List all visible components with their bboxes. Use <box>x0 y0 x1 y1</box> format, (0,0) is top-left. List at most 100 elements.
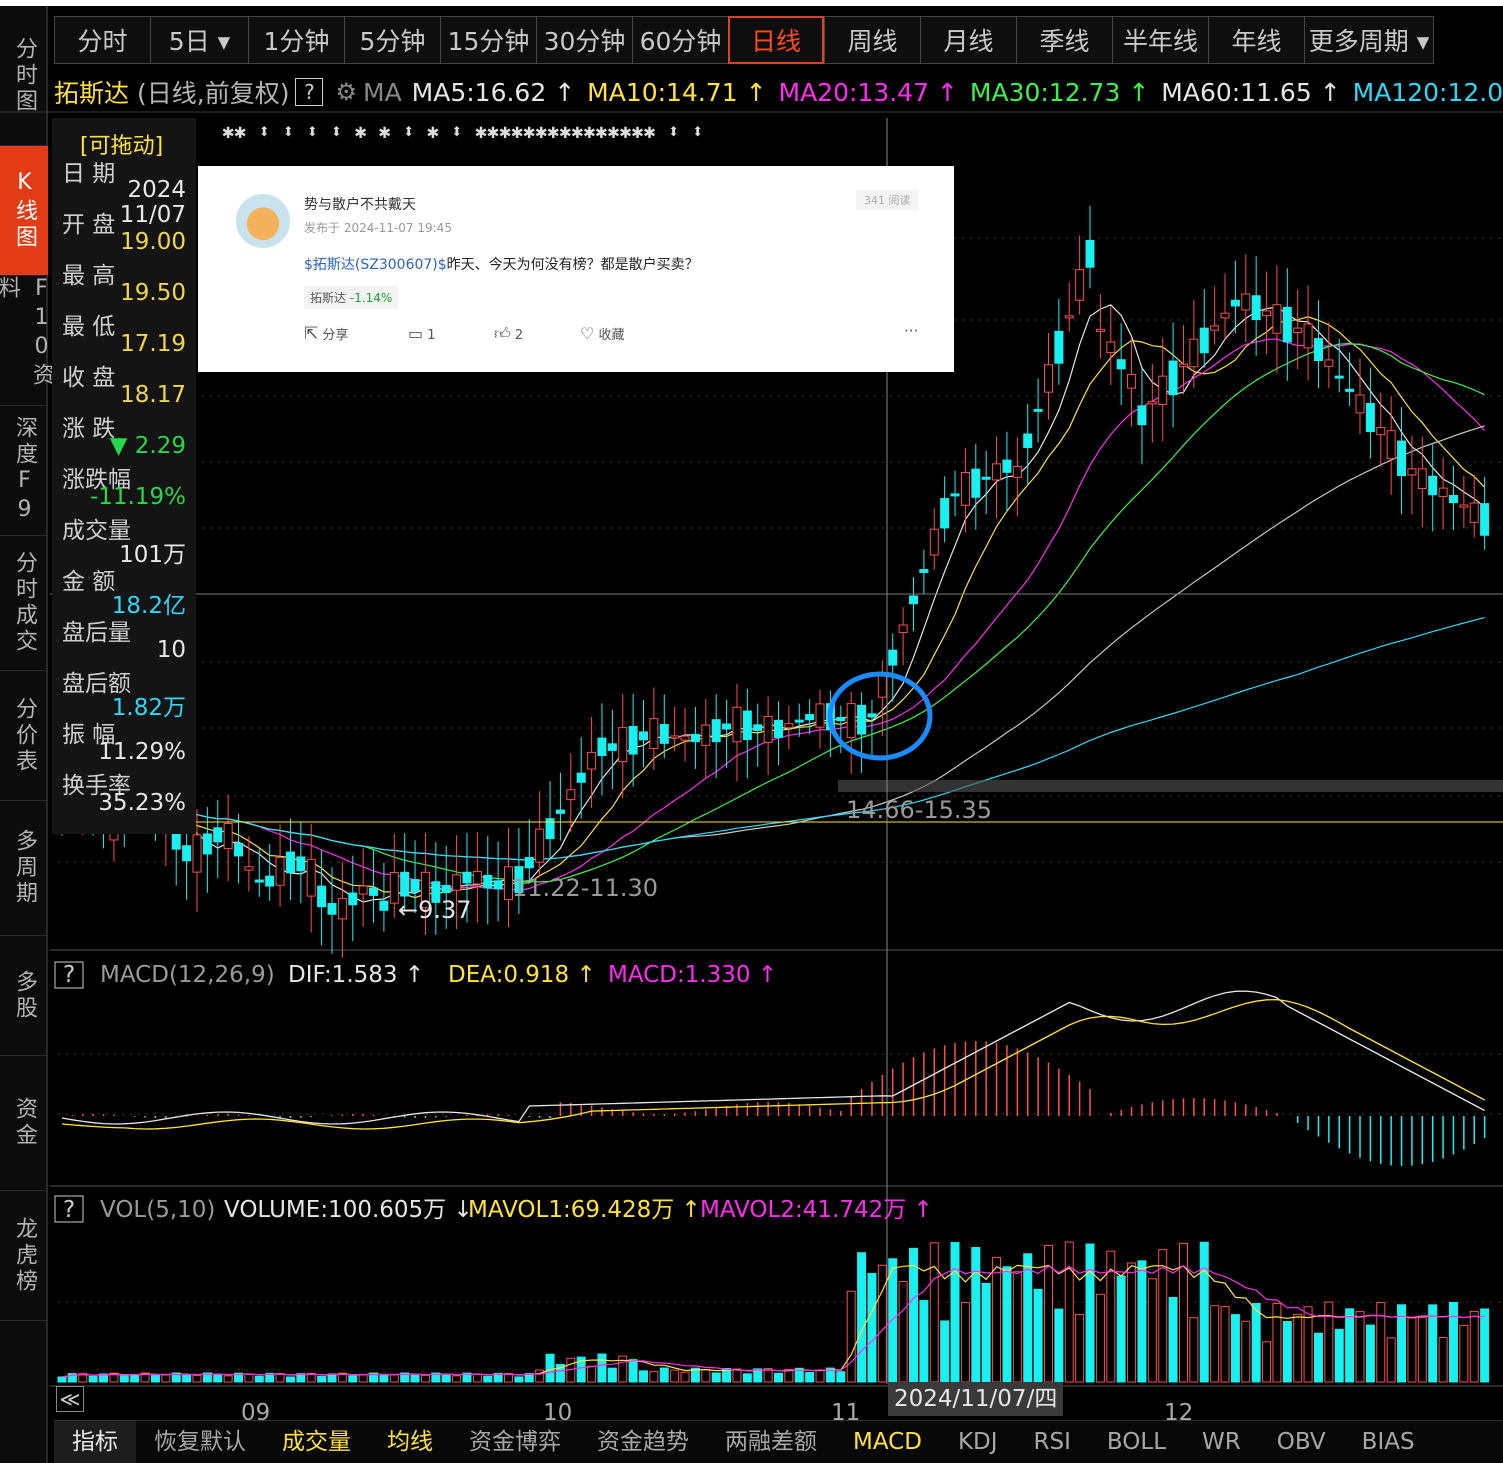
post-popup[interactable]: 势与散户不共戴天 发布于 2024-11-07 19:45 341 阅读 $拓斯… <box>198 166 954 372</box>
volume-bar <box>337 1372 347 1383</box>
avatar[interactable] <box>236 194 290 248</box>
indicator-tab-12[interactable]: OBV <box>1276 1428 1326 1455</box>
indicator-tab-2[interactable]: 成交量 <box>282 1428 351 1455</box>
scroll-left-button[interactable]: ≪ <box>56 1386 84 1412</box>
volume-bar <box>1168 1296 1178 1383</box>
indicator-tab-5[interactable]: 资金趋势 <box>597 1428 689 1455</box>
chart-canvas[interactable]: ✱✱ ⬍ ⬍ ⬍ ⬍ ✱ ✱ ⬍ ✱ ⬍ ✱✱✱✱✱✱✱✱✱✱✱✱✱✱✱ ⬍ ⬍… <box>0 6 1503 1463</box>
candle-body <box>1355 394 1365 414</box>
volume-bar <box>1189 1317 1199 1383</box>
indicator-tab-4[interactable]: 资金博弈 <box>469 1428 561 1455</box>
candle-body <box>690 733 700 743</box>
volume-bar <box>1106 1250 1116 1383</box>
candle-body <box>794 719 804 723</box>
favorite-button[interactable]: ♡ 收藏 <box>580 324 625 343</box>
indicator-tab-11[interactable]: WR <box>1202 1428 1241 1455</box>
period-tab-6[interactable]: 60分钟 <box>632 16 728 64</box>
left-tab-3[interactable]: 深度F9 <box>0 406 48 536</box>
volume-bar <box>1303 1306 1313 1383</box>
volume-bar <box>140 1372 150 1383</box>
post-author[interactable]: 势与散户不共戴天 <box>304 197 416 213</box>
ma-item-3: MA30:12.73 ↑ <box>969 77 1150 107</box>
period-tab-7[interactable]: 日线 <box>728 16 824 64</box>
left-tab-4[interactable]: 分时成交 <box>0 536 48 671</box>
left-tab-8[interactable]: 资金 <box>0 1056 48 1191</box>
left-tab-9[interactable]: 龙虎榜 <box>0 1191 48 1321</box>
tag-change: -1.14% <box>349 291 393 305</box>
volume-bar <box>1448 1302 1458 1383</box>
volume-bar <box>493 1372 503 1383</box>
period-tab-0[interactable]: 分时 <box>54 16 150 64</box>
period-tab-11[interactable]: 半年线 <box>1112 16 1208 64</box>
comment-button[interactable]: ▭ 1 <box>408 324 436 343</box>
candle-body <box>763 715 773 743</box>
volume-bar <box>244 1373 254 1383</box>
volume-bar <box>628 1359 638 1383</box>
candle-body <box>1438 487 1448 497</box>
candle-body <box>265 875 275 887</box>
candle-body <box>192 834 202 873</box>
like-button[interactable]: 👍︎ 2 <box>494 324 523 344</box>
drag-hint[interactable]: [可拖动] <box>80 134 164 159</box>
period-tab-13[interactable]: 更多周期 ▾ <box>1304 16 1434 64</box>
indicator-tab-9[interactable]: RSI <box>1033 1428 1071 1455</box>
vol-name: VOL(5,10) <box>100 1197 215 1223</box>
period-tab-4[interactable]: 15分钟 <box>440 16 536 64</box>
period-tab-3[interactable]: 5分钟 <box>344 16 440 64</box>
period-tab-1[interactable]: 5日 ▾ <box>150 16 248 64</box>
volume-bar <box>57 1376 67 1383</box>
period-tab-9[interactable]: 月线 <box>920 16 1016 64</box>
candle-body <box>992 463 1002 481</box>
period-tab-8[interactable]: 周线 <box>824 16 920 64</box>
volume-bar <box>1428 1304 1438 1383</box>
macd-item-0: DIF:1.583 ↑ <box>288 962 424 988</box>
help-button[interactable]: ? <box>295 78 324 106</box>
volume-bar <box>1012 1271 1022 1383</box>
chart-mode: (日线,前复权) <box>137 79 290 108</box>
stock-link[interactable]: $拓斯达(SZ300607)$ <box>304 257 447 273</box>
info-label-5: 涨 跌 <box>62 416 116 442</box>
dif-line <box>61 990 1485 1125</box>
candle-body <box>1241 293 1251 311</box>
volume-bar <box>1282 1321 1292 1383</box>
period-tab-10[interactable]: 季线 <box>1016 16 1112 64</box>
info-value-2: 19.50 <box>120 280 186 306</box>
left-tab-5[interactable]: 分价表 <box>0 671 48 801</box>
settings-gear-icon[interactable]: ⚙ <box>335 78 357 106</box>
volume-bar <box>171 1372 181 1383</box>
volume-bar <box>514 1376 524 1383</box>
left-tab-7[interactable]: 多股 <box>0 936 48 1056</box>
ma120-line <box>61 617 1485 861</box>
stock-tag[interactable]: 拓斯达 -1.14% <box>304 286 399 309</box>
candle-body <box>223 823 233 850</box>
left-tab-0[interactable]: 分时图 <box>0 6 48 146</box>
period-tab-bar: 分时 5日 ▾ 1分钟 5分钟 15分钟 30分钟 60分钟 日线 周线 月线 季线 半年线 年线 更多周… <box>54 16 1434 64</box>
vol-item-1: MAVOL1:69.428万 ↑ <box>468 1197 701 1223</box>
candle-body <box>1365 402 1375 433</box>
period-tab-12[interactable]: 年线 <box>1208 16 1304 64</box>
indicator-tab-13[interactable]: BIAS <box>1361 1428 1415 1455</box>
volume-bar <box>99 1373 109 1383</box>
left-tab-6[interactable]: 多周期 <box>0 801 48 936</box>
period-tab-2[interactable]: 1分钟 <box>248 16 344 64</box>
share-button[interactable]: ⇱ 分享 <box>304 324 348 344</box>
more-button[interactable]: ··· <box>904 322 919 340</box>
ma-item-5: MA120:12.01 ↑ <box>1352 77 1503 107</box>
indicator-tab-10[interactable]: BOLL <box>1106 1428 1167 1455</box>
left-tab-1[interactable]: K线图 <box>0 146 48 276</box>
comment-count: 1 <box>427 328 436 343</box>
indicator-tab-7[interactable]: MACD <box>853 1428 922 1455</box>
indicator-tab-1[interactable]: 恢复默认 <box>154 1428 246 1455</box>
chart-cursor-date: 2024/11/07/四 <box>888 1382 1064 1416</box>
indicator-tab-6[interactable]: 两融差额 <box>725 1428 817 1455</box>
candle-body <box>327 903 337 915</box>
indicator-tab-8[interactable]: KDJ <box>957 1428 998 1455</box>
info-panel[interactable]: [可拖动] 日 期 2024 11/07 开 盘 19.00 最 高 19.50 最 低 17… <box>52 118 196 834</box>
volume-bar <box>441 1373 451 1383</box>
indicator-tab-0[interactable]: 指标 <box>54 1420 136 1463</box>
period-tab-5[interactable]: 30分钟 <box>536 16 632 64</box>
volume-bar <box>722 1367 732 1383</box>
candle-body <box>400 871 410 897</box>
candle-body <box>1282 306 1292 343</box>
indicator-tab-3[interactable]: 均线 <box>387 1428 433 1455</box>
